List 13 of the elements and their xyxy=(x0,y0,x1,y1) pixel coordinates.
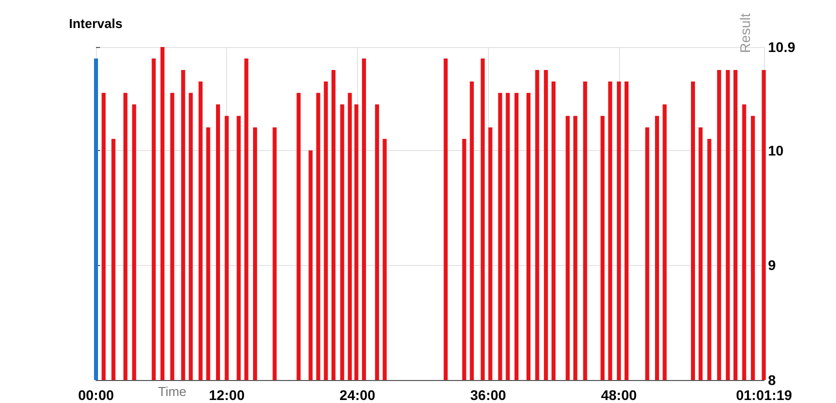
x-tick-label: 48:00 xyxy=(600,387,638,403)
y-tick-label: 10 xyxy=(768,142,784,158)
x-tick-label: 12:00 xyxy=(208,387,245,403)
x-tick-label: 01:01:19 xyxy=(736,387,792,403)
y-axis-title: Result xyxy=(737,13,753,53)
x-tick-label: 00:00 xyxy=(78,387,114,403)
y-tick-label: 10.9 xyxy=(768,39,796,55)
x-tick-label: 24:00 xyxy=(340,387,376,403)
y-tick-label: 8 xyxy=(768,372,776,388)
chart-title: Intervals xyxy=(69,16,122,31)
y-tick-label: 9 xyxy=(768,257,776,274)
x-tick-label: 36:00 xyxy=(470,387,506,403)
x-axis-title: Time xyxy=(158,384,186,399)
